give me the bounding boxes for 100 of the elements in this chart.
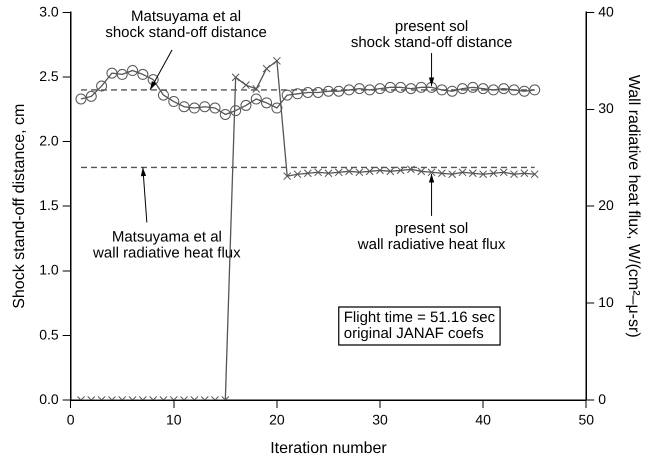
point — [396, 166, 405, 174]
point — [405, 83, 416, 94]
annotation: present sol shock stand-off distance — [350, 18, 512, 52]
y2-tick-label: 30 — [598, 100, 614, 116]
point — [188, 102, 200, 114]
y2-tick-label: 40 — [598, 3, 614, 20]
point — [355, 168, 364, 176]
point — [406, 165, 415, 174]
point — [220, 108, 231, 120]
point — [416, 82, 427, 93]
point — [500, 168, 508, 176]
point — [456, 83, 468, 94]
x-tick-label: 40 — [475, 411, 492, 428]
x-tick-label: 30 — [372, 411, 388, 428]
x-tick-label: 10 — [166, 411, 182, 428]
point — [322, 86, 334, 97]
point — [302, 87, 314, 98]
x-tick-label: 20 — [269, 411, 285, 428]
point — [510, 170, 518, 178]
point — [271, 102, 282, 114]
point — [417, 167, 426, 176]
point — [210, 102, 221, 114]
point — [334, 168, 343, 176]
y-tick-label: 0.0 — [39, 390, 59, 407]
annotation: present sol wall radiative heat flux — [356, 220, 506, 254]
point — [395, 82, 406, 93]
point — [436, 84, 448, 96]
point — [314, 168, 322, 176]
point — [252, 84, 260, 93]
x-axis-title: Iteration number — [270, 440, 388, 457]
point — [354, 83, 365, 94]
point — [518, 86, 530, 97]
point — [304, 169, 312, 178]
point — [127, 65, 138, 76]
point — [75, 93, 86, 104]
point — [86, 90, 97, 102]
point — [333, 86, 344, 97]
point — [230, 105, 242, 116]
point — [106, 68, 118, 79]
point — [428, 168, 436, 176]
point — [488, 84, 499, 96]
y-tick-label: 1.0 — [39, 262, 59, 278]
y2-axis-title: Wall radiative heat flux, W/(cm²–μ-sr) — [624, 74, 642, 338]
point — [374, 83, 386, 94]
point — [426, 82, 438, 93]
point — [384, 82, 396, 93]
point — [283, 172, 292, 180]
point — [529, 84, 540, 96]
point — [232, 73, 240, 82]
point — [282, 90, 293, 101]
y-tick-label: 2.0 — [39, 132, 59, 148]
point — [324, 169, 332, 178]
y-tick-label: 3.0 — [39, 3, 59, 20]
point — [520, 169, 528, 178]
y-tick-label: 1.5 — [39, 197, 59, 214]
point — [116, 68, 128, 80]
point — [148, 74, 159, 86]
point — [345, 167, 354, 176]
point — [508, 84, 520, 96]
point — [261, 97, 272, 108]
point — [468, 169, 477, 178]
point — [240, 100, 252, 111]
point — [250, 93, 262, 104]
point — [467, 82, 478, 93]
y2-tick-label: 0 — [598, 390, 606, 407]
point — [199, 101, 210, 112]
y2-tick-label: 10 — [598, 294, 614, 310]
point — [178, 101, 190, 112]
point — [292, 88, 304, 100]
annotation: Matsuyama et al shock stand-off distance — [105, 8, 267, 42]
x-tick-label: 0 — [66, 411, 75, 428]
point — [137, 68, 148, 80]
annotation: Flight time = 51.16 sec original JANAF coefs — [344, 309, 496, 342]
x-tick-label: 50 — [578, 411, 594, 428]
point — [530, 170, 539, 178]
point — [376, 166, 384, 174]
y2-tick-label: 20 — [598, 197, 614, 214]
point — [293, 170, 302, 178]
point — [489, 169, 498, 178]
point — [242, 81, 250, 90]
point — [96, 80, 108, 92]
point — [458, 168, 467, 176]
y-tick-label: 2.5 — [39, 68, 59, 84]
point — [366, 167, 374, 176]
point — [479, 170, 488, 178]
point — [478, 83, 489, 94]
point — [448, 170, 456, 178]
point — [438, 169, 446, 178]
point — [158, 90, 169, 101]
point — [446, 86, 458, 97]
y-axis-title: Shock stand-off distance, cm — [11, 104, 28, 309]
point — [364, 84, 376, 96]
point — [168, 96, 180, 108]
y-tick-label: 0.5 — [39, 326, 59, 342]
point — [386, 167, 394, 176]
point — [272, 56, 281, 65]
point — [344, 84, 355, 96]
point — [498, 83, 510, 94]
point — [312, 87, 324, 98]
point — [262, 64, 271, 73]
